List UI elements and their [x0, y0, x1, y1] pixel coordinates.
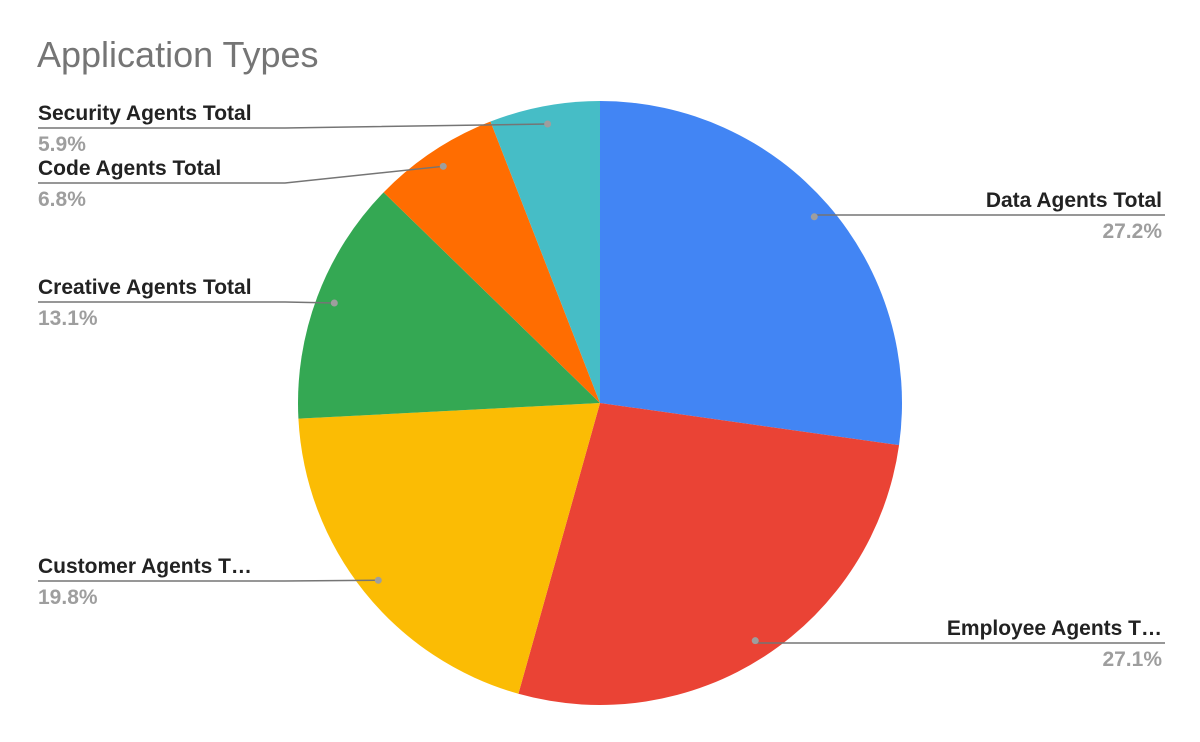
leader-line — [38, 165, 444, 184]
slice-value-label: 13.1% — [38, 307, 98, 330]
leader-dot — [330, 299, 338, 307]
leader-dot — [810, 213, 818, 221]
slice-value-label: 27.2% — [1102, 220, 1162, 243]
slice-label: Data Agents Total — [986, 189, 1162, 212]
pie-slice — [383, 121, 600, 403]
slice-label: Customer Agents T… — [38, 555, 252, 578]
pie-slice — [490, 101, 600, 403]
pie-slice — [298, 403, 600, 694]
leader-line — [38, 301, 335, 304]
slice-value-label: 27.1% — [1102, 648, 1162, 671]
slice-value-label: 6.8% — [38, 188, 86, 211]
pie-slice — [518, 403, 900, 705]
slice-label: Employee Agents T… — [947, 617, 1162, 640]
slice-label: Creative Agents Total — [38, 276, 252, 299]
pie-slice — [298, 192, 600, 419]
chart-title: Application Types — [37, 34, 319, 75]
pie-slice — [600, 101, 902, 446]
slice-label: Security Agents Total — [38, 102, 252, 125]
leader-line — [38, 579, 379, 582]
leader-dot — [439, 162, 447, 170]
slice-label: Code Agents Total — [38, 157, 221, 180]
leader-dot — [751, 637, 759, 645]
slice-value-label: 5.9% — [38, 133, 86, 156]
leader-line — [38, 123, 548, 129]
slice-value-label: 19.8% — [38, 586, 98, 609]
leader-dot — [544, 120, 552, 128]
leader-dot — [374, 576, 382, 584]
